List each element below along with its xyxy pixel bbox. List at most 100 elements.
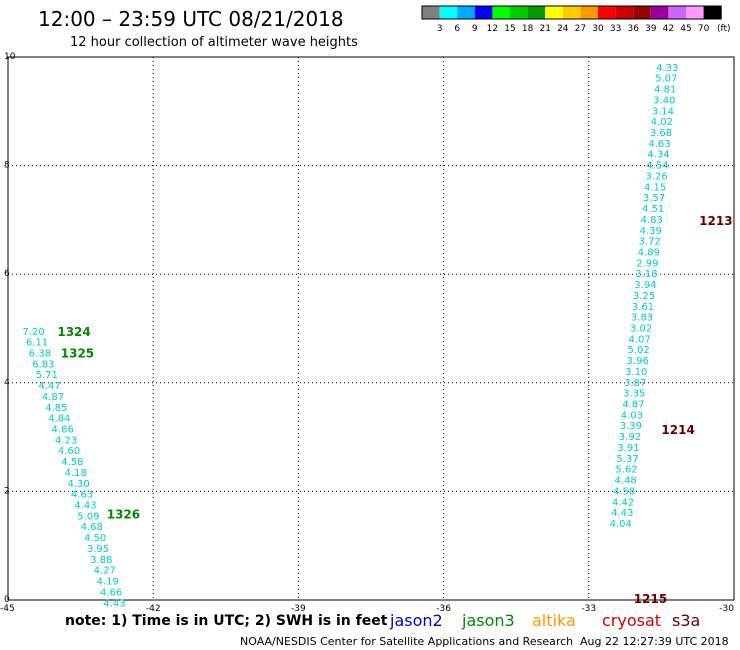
wave-height-value: 4.54 [646,161,668,172]
wave-height-value: 3.88 [90,555,112,566]
wave-height-value: 3.14 [652,106,674,117]
footer-note: note: 1) Time is in UTC; 2) SWH is in fe… [65,613,388,629]
wave-height-value: 4.18 [65,468,87,479]
colorbar-tick-label: 12 [487,24,498,34]
wave-height-value: 5.62 [615,465,637,476]
wave-height-value: 4.19 [97,577,119,588]
y-axis-ticks: 0 2 4 6 8 10 [4,52,16,605]
wave-height-value: 3.61 [632,302,654,313]
wave-height-value: 4.86 [52,424,74,435]
wave-height-value: 3.26 [645,171,667,182]
wave-height-value: 4.43 [611,508,633,519]
wave-height-value: 4.47 [38,381,60,392]
x-axis-ticks: -45 -42 -39 -36 -33 -30 [0,604,734,614]
wave-height-value: 4.43 [103,598,125,609]
wave-height-value: 6.83 [32,359,54,370]
wave-height-value: 3.91 [617,443,639,454]
wave-height-value: 5.02 [628,345,650,356]
colorbar-swatch [474,6,493,19]
wave-height-value: 3.10 [625,367,647,378]
time-label: 1325 [61,346,94,360]
wave-height-value: 3.95 [87,544,109,555]
colorbar-tick-label: 18 [522,24,534,34]
wave-height-value: 4.60 [58,446,80,457]
x-tick-label: -30 [719,604,734,614]
wave-height-value: 4.84 [48,414,70,425]
wave-height-value: 4.42 [612,497,634,508]
colorbar-tick-label: 24 [557,24,569,34]
time-label: 1324 [57,325,90,339]
colorbar-tick-label: 45 [680,24,691,34]
wave-height-value: 4.34 [647,150,669,161]
x-tick-label: -39 [291,604,306,614]
wave-height-value: 4.30 [68,479,90,490]
wave-height-value: 4.02 [651,117,673,128]
satellite-legend: jason2 jason3 altika cryosat s3a [389,611,700,630]
wave-height-value: 3.40 [653,95,675,106]
wave-height-value: 4.15 [644,182,666,193]
x-tick-label: -45 [0,604,15,614]
wave-height-value: 4.63 [648,139,670,150]
legend-entry-altika: altika [532,611,576,630]
colorbar-tick-label: 21 [539,24,550,34]
legend-entry-s3a: s3a [672,611,700,630]
legend-entry-jason2: jason2 [389,611,443,630]
wave-height-value: 3.25 [633,291,655,302]
colorbar-tick-label: 70 [698,24,710,34]
colorbar-swatch [492,6,510,19]
wave-height-value: 5.09 [77,511,99,522]
colorbar-tick-label: 3 [437,24,443,34]
colorbar-swatch [580,6,598,19]
wave-height-value: 4.81 [654,85,676,96]
wave-height-value: 6.11 [26,338,48,349]
colorbar-tick-label: 9 [472,24,478,34]
colorbar-swatch [598,6,616,19]
colorbar-swatch [650,6,669,19]
chart-title: 12:00 – 23:59 UTC 08/21/2018 [38,7,344,31]
wave-height-value: 4.03 [621,410,643,421]
legend-entry-cryosat: cryosat [602,611,661,630]
colorbar-tick-label: 33 [610,24,621,34]
wave-height-value: 4.33 [656,63,678,74]
wave-height-value: 4.66 [100,587,122,598]
wave-height-value: 4.83 [641,215,663,226]
wave-height-value: 3.96 [627,356,649,367]
colorbar-swatch [686,6,704,19]
wave-height-value: 4.87 [42,392,64,403]
colorbar-tick-label: 6 [454,24,460,34]
wave-height-value: 3.92 [619,432,641,443]
wave-height-value: 4.89 [638,247,660,258]
colorbar-tick-label: 36 [627,24,639,34]
y-tick-label: 0 [4,595,10,605]
wave-height-value: 5.71 [36,370,58,381]
x-tick-label: -36 [436,604,451,614]
y-tick-label: 2 [4,486,10,496]
wave-height-values: 7.206.116.386.835.714.474.874.854.844.86… [23,63,679,609]
colorbar-swatch [545,6,563,19]
wave-height-value: 3.83 [631,313,653,324]
colorbar-tick-label: 15 [504,24,515,34]
wave-height-value: 4.48 [614,476,636,487]
wave-height-value: 4.87 [622,400,644,411]
wave-height-value: 3.57 [643,193,665,204]
colorbar-swatch [668,6,686,19]
colorbar-border [421,5,722,20]
wave-height-value: 3.68 [650,128,672,139]
colorbar-swatch [562,6,581,19]
colorbar-tick-label: 42 [663,24,674,34]
colorbar-swatch [457,6,475,19]
colorbar-swatch [633,6,651,19]
wave-height-value: 3.94 [634,280,656,291]
y-tick-label: 6 [4,269,10,279]
x-tick-label: -33 [581,604,596,614]
colorbar-swatch [527,6,546,19]
wave-height-value: 3.18 [635,269,657,280]
plot-frame [7,56,735,601]
wave-height-value: 4.58 [613,486,635,497]
wave-height-value: 2.99 [636,258,658,269]
wave-height-value: 7.20 [23,327,45,338]
wave-height-value: 3.35 [623,389,645,400]
colorbar-swatch [422,6,440,19]
grid-lines [8,57,734,600]
